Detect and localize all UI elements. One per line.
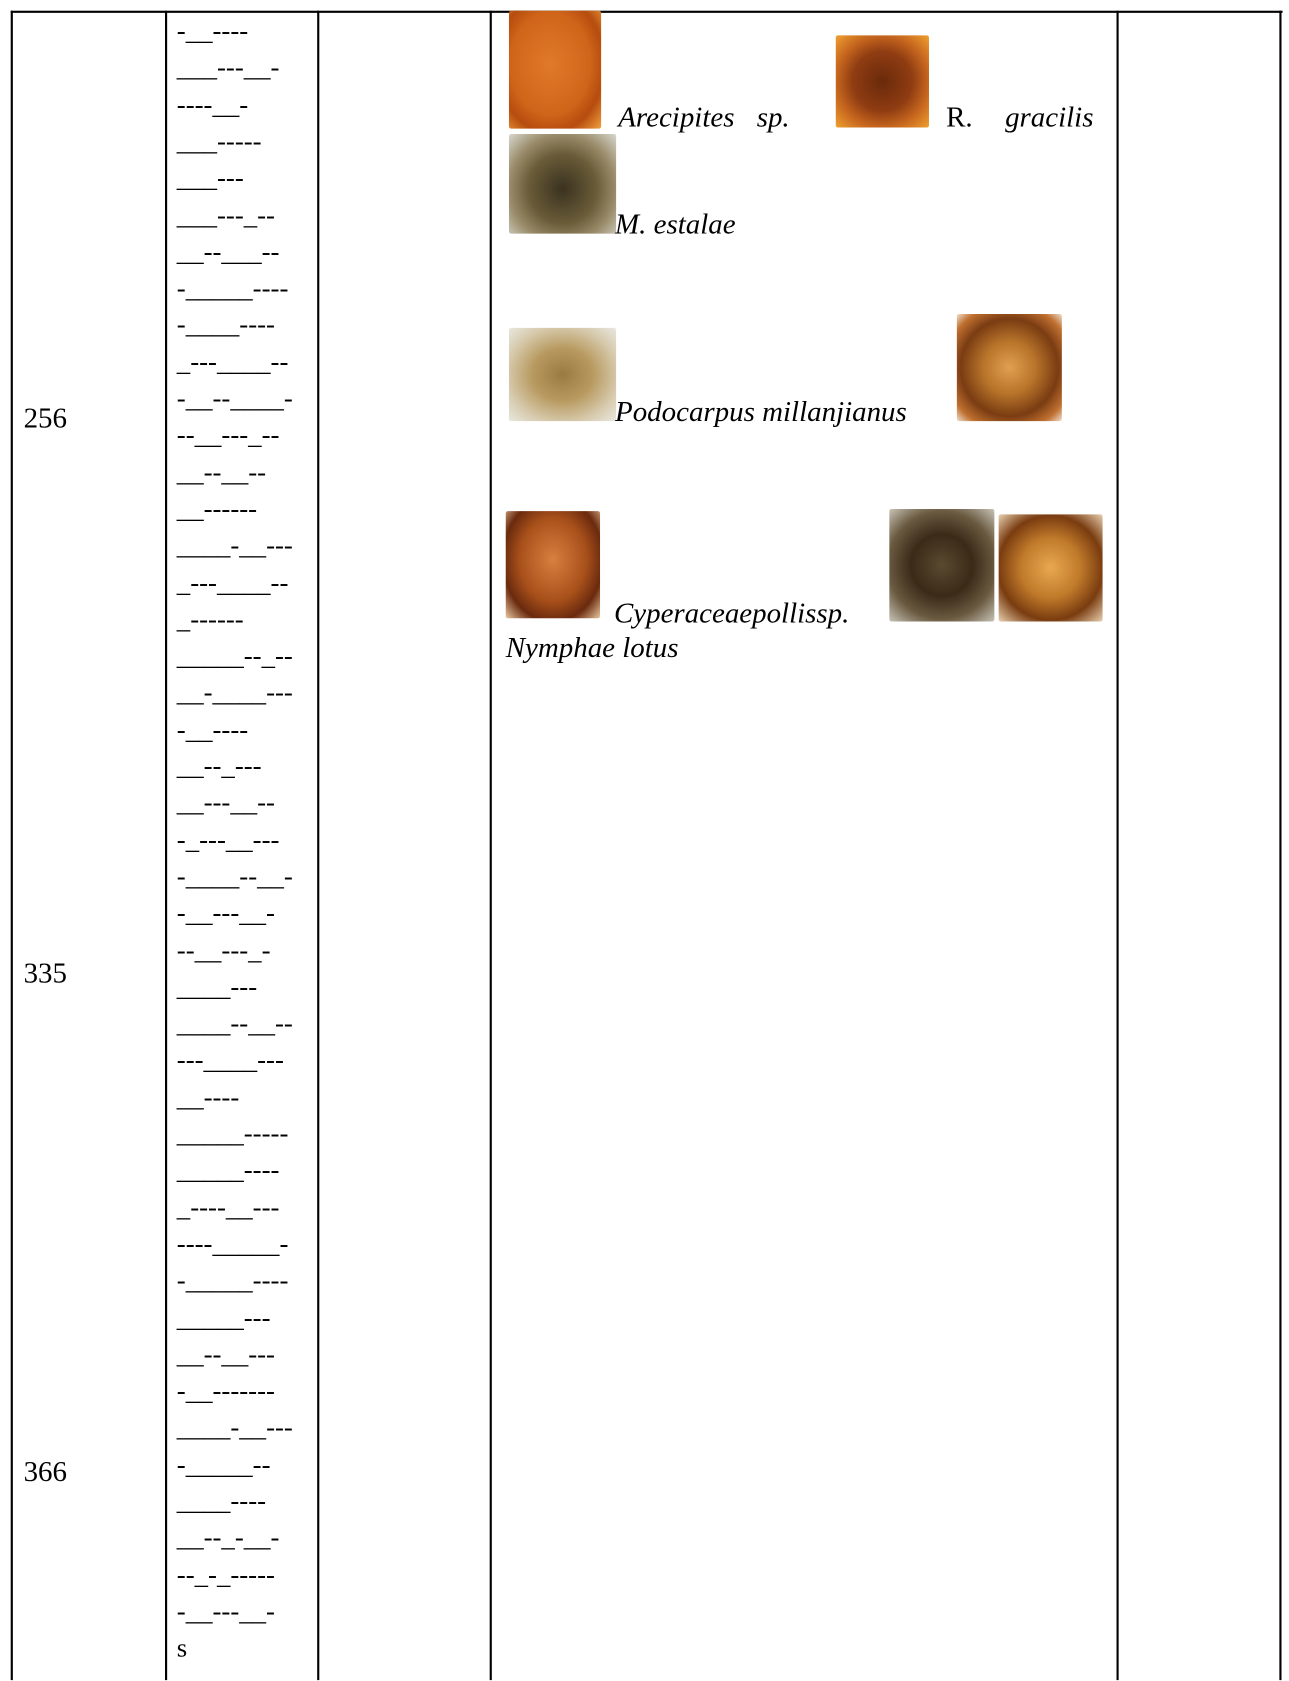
lithology-line: __--_-__- [177,1521,280,1557]
lithology-line: -__---__- [177,896,275,932]
lithology-line: __--__--- [177,1337,275,1373]
table-border [11,11,1283,13]
lithology-line: s [177,1631,187,1667]
lithology-line: -__--____- [177,381,293,417]
pollen-image [509,328,616,421]
column-border [1117,11,1119,1680]
lithology-line: -__---- [177,14,248,50]
pollen-image [999,514,1103,621]
lithology-line: ____--- [177,969,257,1005]
table-border [1279,11,1281,1680]
pollen-image [836,35,929,127]
lithology-line: ____--__-- [177,1006,293,1042]
lithology-line: __--_--- [177,749,262,785]
lithology-line: -__------- [177,1374,275,1410]
pollen-image [506,511,600,618]
species-label: Podocarpus millanjianus [615,395,907,427]
lithology-line: __-____--- [177,675,293,711]
lithology-line: ___----- [177,124,262,160]
document-page: 256 335 366 -__----___---__-----__-___--… [0,0,1289,1680]
lithology-line: ---____--- [177,1043,284,1079]
lithology-line: _---____-- [177,565,289,601]
lithology-line: --_-_----- [177,1558,275,1594]
lithology-line: -_____---- [177,1263,289,1299]
species-label: Cyperaceaepollissp. [614,597,849,629]
lithology-line: -_---__--- [177,822,280,858]
lithology-line: _----__--- [177,1190,280,1226]
species-label: Nymphae lotus [506,631,679,663]
lithology-line: ___---_-- [177,198,275,234]
lithology-line: _____--- [177,1300,271,1336]
depth-label: 366 [24,1455,67,1487]
lithology-line: __---- [177,1080,239,1116]
species-label: Arecipites sp. [618,101,789,133]
lithology-line: -_____-- [177,1447,271,1483]
lithology-line: -__---- [177,712,248,748]
lithology-line: ___--- [177,161,244,197]
species-label: gracilis [1005,101,1093,133]
lithology-line: ----_____- [177,1227,289,1263]
lithology-line: -__---__- [177,1594,275,1630]
lithology-line: _____--_-- [177,639,293,675]
pollen-image [509,134,616,234]
lithology-line: -____--__- [177,859,293,895]
lithology-line: -____---- [177,308,275,344]
lithology-line: ----__- [177,87,248,123]
column-border [490,11,492,1680]
species-label: R. [946,101,973,133]
lithology-line: --__---_-- [177,418,280,454]
lithology-line: __--___-- [177,234,280,270]
pollen-image [889,509,994,622]
lithology-line: ___---__- [177,51,280,87]
lithology-line: ____---- [177,1484,266,1520]
depth-label: 335 [24,957,67,989]
lithology-line: __--__-- [177,455,266,491]
lithology-line: _____---- [177,1153,280,1189]
column-border [317,11,319,1680]
lithology-line: _---____-- [177,345,289,381]
lithology-line: ____-__--- [177,528,293,564]
pollen-image [957,314,1062,421]
lithology-line: -_____---- [177,271,289,307]
species-label: M. estalae [615,208,736,240]
depth-label: 256 [24,402,67,434]
lithology-line: __------ [177,492,257,528]
column-border [165,11,167,1680]
lithology-line: --__---_- [177,933,271,969]
lithology-line: __---__-- [177,786,275,822]
lithology-line: ____-__--- [177,1411,293,1447]
table-border [11,11,13,1680]
pollen-image [509,11,601,129]
lithology-line: _------ [177,602,244,638]
lithology-line: _____----- [177,1117,289,1153]
